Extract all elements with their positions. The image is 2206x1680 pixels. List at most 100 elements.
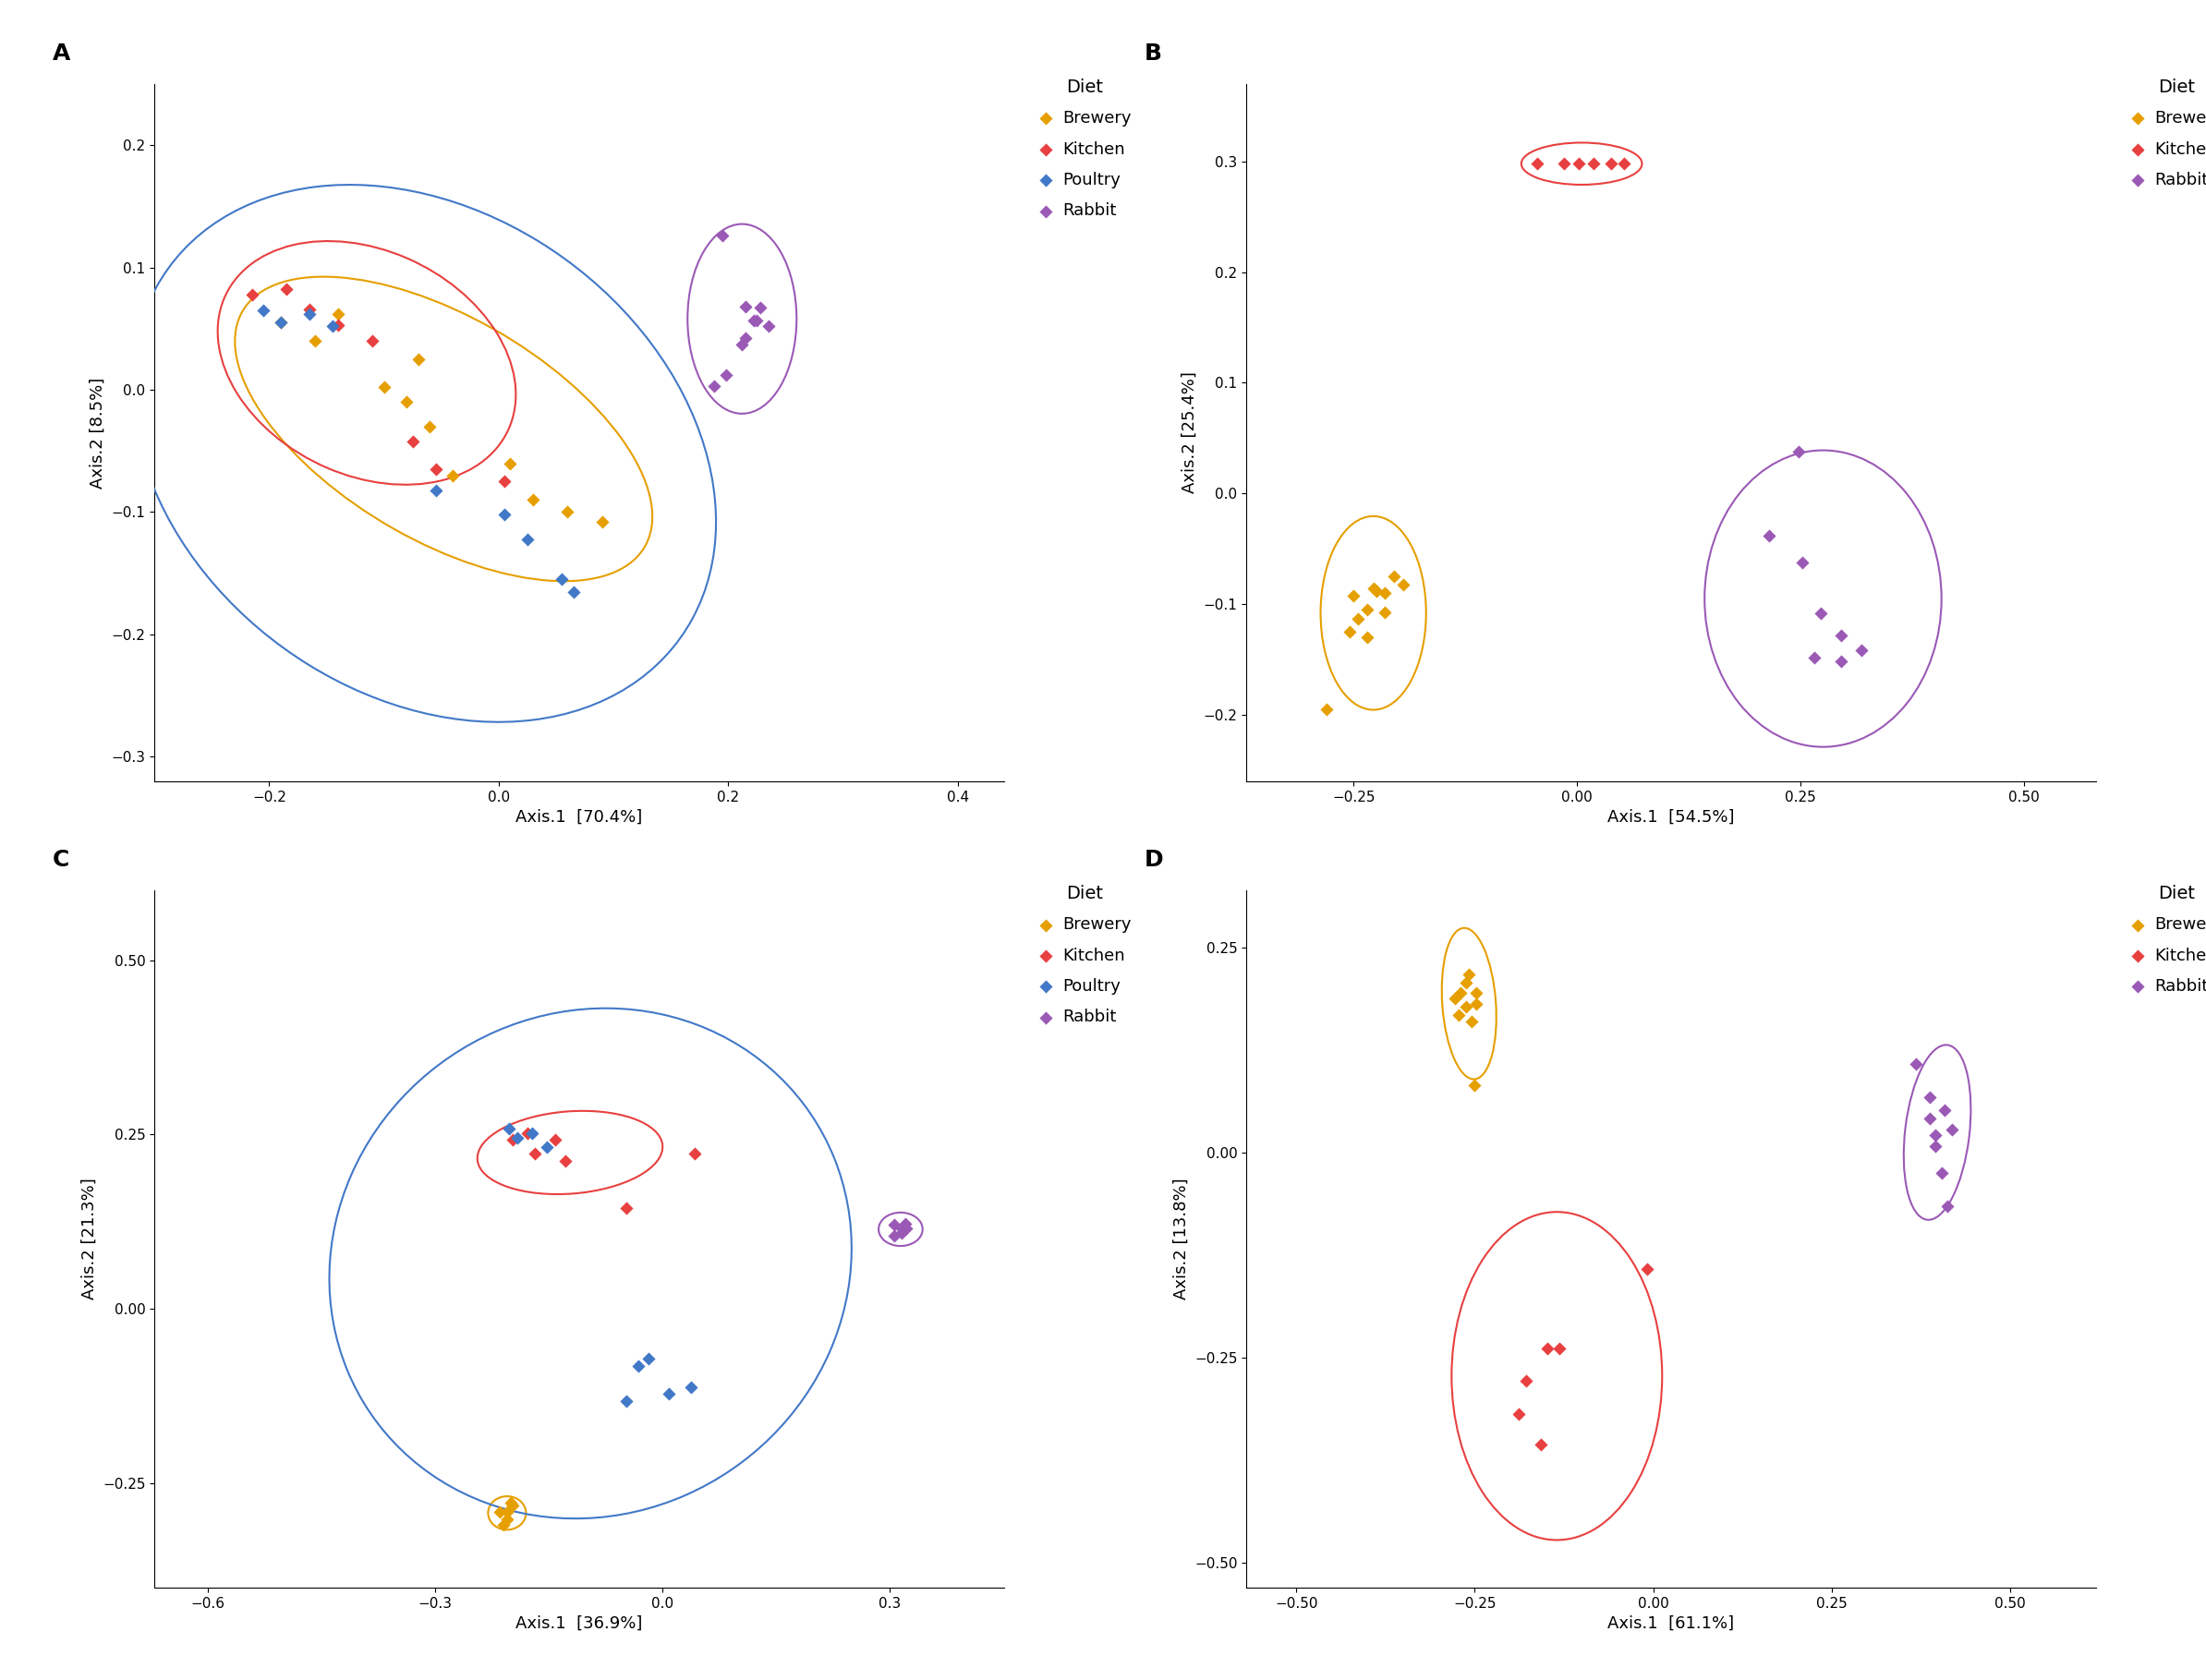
Point	[1341, 605, 1377, 632]
Point	[1449, 993, 1485, 1020]
Point	[887, 1210, 922, 1236]
Point	[1337, 581, 1372, 608]
Point	[1502, 1399, 1538, 1426]
Point	[492, 450, 527, 477]
Point	[417, 477, 452, 504]
Legend: Brewery, Kitchen, Rabbit: Brewery, Kitchen, Rabbit	[2129, 885, 2206, 995]
Point	[677, 1141, 713, 1168]
Point	[510, 526, 545, 553]
Point	[547, 1147, 582, 1174]
X-axis label: Axis.1  [54.5%]: Axis.1 [54.5%]	[1608, 810, 1734, 827]
Point	[1542, 1334, 1577, 1361]
Point	[609, 1388, 644, 1415]
Legend: Brewery, Kitchen, Poultry, Rabbit: Brewery, Kitchen, Poultry, Rabbit	[1037, 885, 1132, 1025]
Point	[234, 281, 269, 307]
Point	[1452, 961, 1487, 988]
Point	[1509, 1368, 1544, 1394]
Point	[1917, 1132, 1952, 1159]
Point	[1562, 150, 1597, 176]
Point	[556, 578, 591, 605]
Point	[1332, 618, 1368, 645]
Point	[750, 312, 785, 339]
Point	[1935, 1117, 1970, 1144]
Point	[388, 388, 424, 415]
Point	[1822, 648, 1857, 675]
Point	[1454, 1008, 1489, 1035]
Point	[1822, 622, 1857, 648]
Point	[724, 331, 759, 358]
Point	[413, 413, 448, 440]
Point	[1630, 1257, 1666, 1284]
Point	[1913, 1084, 1948, 1110]
Point	[545, 566, 580, 593]
Point	[1780, 438, 1816, 465]
Point	[518, 1141, 554, 1168]
Point	[728, 294, 763, 321]
Point	[1546, 150, 1582, 176]
Point	[1350, 596, 1385, 623]
Point	[499, 1124, 534, 1151]
Point	[401, 346, 437, 373]
Point	[320, 301, 355, 328]
Point	[263, 309, 298, 336]
Point	[291, 301, 326, 328]
Point	[1520, 150, 1555, 176]
Point	[1785, 549, 1820, 576]
Point	[885, 1220, 920, 1247]
Point	[1441, 1001, 1476, 1028]
Point	[706, 222, 741, 249]
Point	[538, 1127, 574, 1154]
Text: C: C	[53, 848, 68, 870]
Point	[1531, 1334, 1566, 1361]
Point	[609, 1194, 644, 1221]
X-axis label: Axis.1  [61.1%]: Axis.1 [61.1%]	[1608, 1616, 1734, 1633]
Point	[1796, 643, 1831, 670]
Point	[708, 361, 743, 388]
Point	[494, 1127, 529, 1154]
Point	[651, 1381, 686, 1408]
Point	[320, 311, 355, 338]
Point	[514, 1119, 549, 1146]
Point	[1368, 580, 1403, 606]
Point	[1359, 578, 1394, 605]
Point	[1522, 1431, 1557, 1458]
Point	[1308, 696, 1343, 722]
X-axis label: Axis.1  [70.4%]: Axis.1 [70.4%]	[516, 810, 642, 827]
Point	[1924, 1159, 1959, 1186]
Point	[269, 276, 304, 302]
Point	[1357, 575, 1392, 601]
Point	[585, 509, 620, 536]
Point	[1458, 990, 1493, 1016]
Point	[1458, 979, 1493, 1006]
Point	[1917, 1121, 1952, 1147]
Point	[737, 307, 772, 334]
Text: D: D	[1145, 848, 1163, 870]
Point	[263, 309, 298, 336]
Point	[510, 1119, 545, 1146]
Point	[494, 1488, 529, 1515]
Point	[435, 462, 470, 489]
Point	[529, 1134, 565, 1161]
Point	[1752, 522, 1787, 549]
Point	[1449, 969, 1485, 996]
Point	[876, 1211, 911, 1238]
Point	[485, 1512, 521, 1539]
X-axis label: Axis.1  [36.9%]: Axis.1 [36.9%]	[516, 1616, 642, 1633]
Point	[417, 455, 452, 482]
Y-axis label: Axis.2 [25.4%]: Axis.2 [25.4%]	[1182, 371, 1198, 494]
Point	[490, 1505, 525, 1532]
Point	[298, 328, 333, 354]
Point	[1926, 1097, 1961, 1124]
Point	[490, 1499, 525, 1525]
Point	[1593, 150, 1628, 176]
Point	[395, 428, 430, 455]
Point	[1436, 984, 1471, 1011]
Point	[697, 373, 732, 400]
Point	[1368, 598, 1403, 625]
Point	[291, 296, 326, 323]
Point	[876, 1221, 911, 1248]
Y-axis label: Axis.2 [13.8%]: Axis.2 [13.8%]	[1174, 1178, 1189, 1300]
Point	[728, 324, 763, 351]
Y-axis label: Axis.2 [8.5%]: Axis.2 [8.5%]	[90, 376, 106, 489]
Text: A: A	[53, 42, 71, 64]
